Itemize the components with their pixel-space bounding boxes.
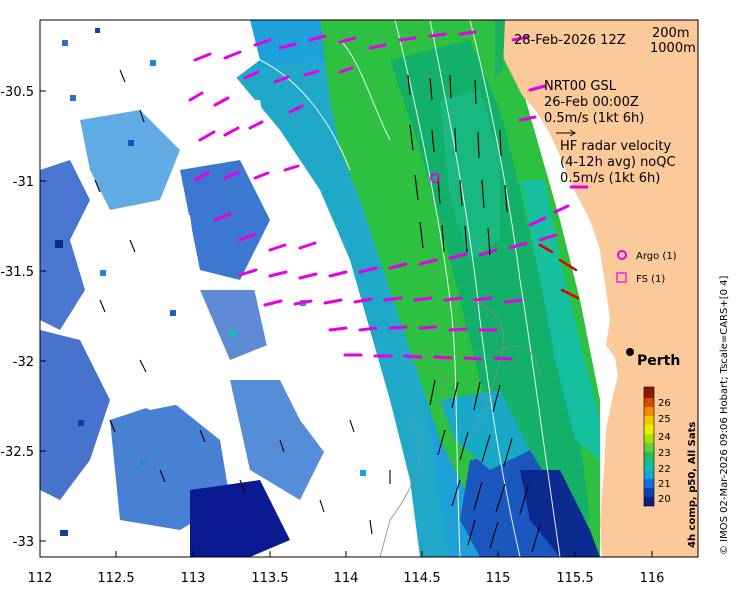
x-tick-label: 116 [640,571,665,586]
isobath-label-200: 200m [652,26,689,41]
colorbar-tick-22: 22 [658,464,671,475]
colorbar-tick-23: 23 [658,448,671,459]
argo-float-marker [430,173,440,183]
y-tick-label: -31 [13,175,34,190]
x-tick-label: 114 [334,571,359,586]
colorbar [643,386,655,507]
legend-argo-label: Argo (1) [636,251,677,262]
x-tick-label: 115.5 [556,571,593,586]
gsl-velocity-arrows [94,69,541,553]
colorbar-tick-21: 21 [658,479,671,490]
glider-tracks [538,243,580,300]
x-tick-label: 113.5 [251,571,288,586]
isobath-label-1000: 1000m [650,41,696,56]
colorbar-tick-24: 24 [658,432,671,443]
radar-line-3: 0.5m/s (1kt 6h) [560,171,660,186]
gsl-line-1: NRT00 GSL [544,79,617,94]
x-axis: 112 112.5 113 113.5 114 114.5 115 115.5 … [28,551,665,586]
gsl-line-2: 26-Feb 00:00Z [544,95,639,110]
city-label-perth: Perth [637,353,680,369]
radar-line-2: (4-12h avg) noQC [560,155,676,170]
x-tick-label: 114.5 [403,571,440,586]
legend-argo-icon [617,250,627,260]
x-tick-label: 112.5 [97,571,134,586]
x-tick-label: 112 [28,571,53,586]
x-tick-label: 115 [486,571,511,586]
perth-marker [626,348,634,356]
colorbar-tick-20: 20 [658,494,671,505]
y-tick-label: -31.5 [0,265,34,280]
x-tick-label: 113 [181,571,206,586]
radar-line-1: HF radar velocity [560,139,672,154]
colorbar-title: 4h comp, p50, All Sats [687,422,698,548]
radar-velocity-arrows [188,30,570,361]
y-tick-label: -30.5 [0,85,34,100]
legend-fs-label: FS (1) [636,274,665,285]
gsl-line-3: 0.5m/s (1kt 6h) [544,111,644,126]
colorbar-tick-26: 26 [658,398,671,409]
y-tick-label: -33 [13,535,34,550]
credit-text: © IMOS 02-Mar-2026 09:06 Hobart; Tscale=… [719,275,730,555]
date-label: 28-Feb-2026 12Z [514,33,626,48]
bathymetry-grey [379,299,541,557]
colorbar-tick-25: 25 [658,414,671,425]
y-axis: -30.5 -31 -31.5 -32 -32.5 -33 [0,85,46,550]
y-tick-label: -32.5 [0,445,34,460]
y-tick-label: -32 [13,355,34,370]
legend-fs-icon [616,272,627,283]
